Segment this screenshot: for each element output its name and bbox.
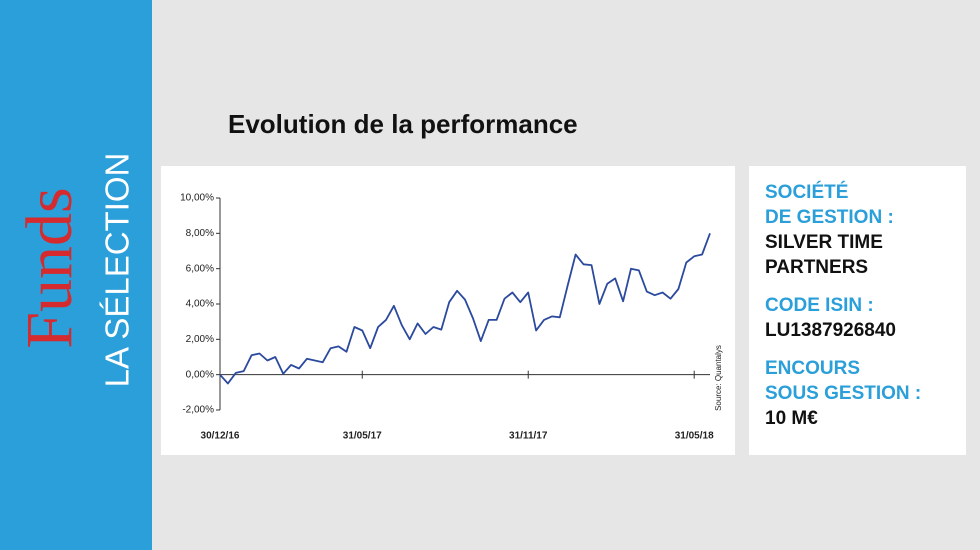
y-tick-label: 6,00% xyxy=(186,263,214,274)
source: Source: Quantalys xyxy=(714,345,723,411)
x-tick-label: 31/05/17 xyxy=(343,431,382,442)
brand: Funds xyxy=(13,187,86,348)
info-label: CODE ISIN : xyxy=(765,295,874,316)
info-panel xyxy=(749,166,966,455)
info-label: ENCOURS xyxy=(765,358,860,379)
x-tick-label: 30/12/16 xyxy=(201,431,240,442)
x-tick-label: 31/05/18 xyxy=(675,431,714,442)
y-tick-label: 2,00% xyxy=(186,334,214,345)
y-tick-label: 10,00% xyxy=(180,193,214,204)
line-series xyxy=(219,232,711,385)
brand-subtitle: LA SÉLECTION xyxy=(99,153,136,388)
info-label: SOUS GESTION : xyxy=(765,383,921,404)
sidebar xyxy=(0,0,152,550)
chart-panel xyxy=(161,166,735,455)
info-value: LU1387926840 xyxy=(765,320,896,341)
y-tick-label: 4,00% xyxy=(186,299,214,310)
info-value: PARTNERS xyxy=(765,257,868,278)
info-label: SOCIÉTÉ xyxy=(765,181,848,203)
y-tick-label: 8,00% xyxy=(186,228,214,239)
info-label: DE GESTION : xyxy=(765,207,894,228)
y-tick-label: 0,00% xyxy=(186,369,214,380)
info-value: SILVER TIME xyxy=(765,232,883,253)
chart-title: Evolution de la performance xyxy=(228,109,578,139)
x-tick-label: 31/11/17 xyxy=(509,431,548,442)
y-tick-label: -2,00% xyxy=(182,405,214,416)
info-value: 10 M€ xyxy=(765,408,818,429)
